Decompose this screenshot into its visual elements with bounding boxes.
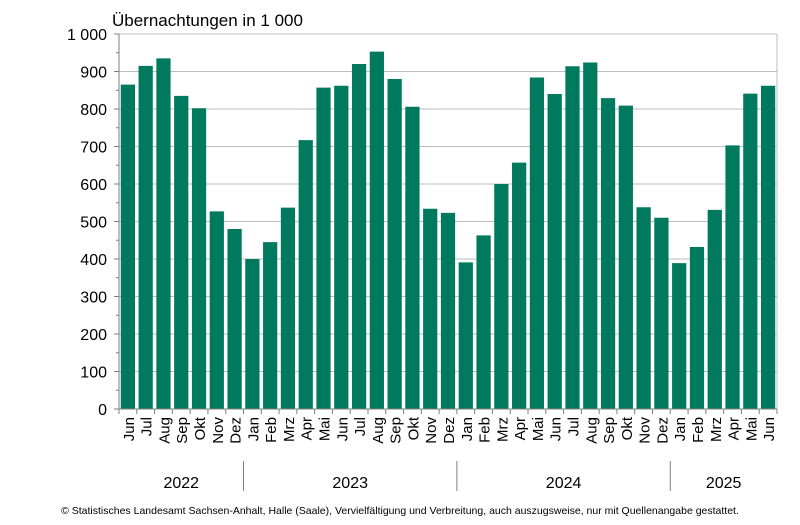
chart: Übernachtungen in 1 000 0 100 200 300 400 500… <box>67 11 778 492</box>
x-tick-label: Dez <box>654 417 671 444</box>
x-tick-label: Jul <box>565 417 582 436</box>
x-tick-label: Apr <box>512 417 529 440</box>
year-labels: 2022 2023 2024 2025 <box>163 461 742 492</box>
x-tick-label: Jan <box>245 417 262 441</box>
bar <box>707 209 722 409</box>
bar <box>565 66 580 409</box>
bar <box>672 263 687 409</box>
bar <box>423 208 438 409</box>
x-tick-label: Mrz <box>708 417 725 442</box>
x-tick-label: Jul <box>139 417 156 436</box>
x-axis: Jun Jul Aug Sep Okt Nov Dez Jan Feb Mrz Apr Mai Jun J… <box>118 408 778 444</box>
x-tick-label: Okt <box>192 416 209 440</box>
bar <box>351 64 367 409</box>
y-axis: 0 100 200 300 400 500 600 700 800 900 1 000 <box>67 27 120 419</box>
chart-title: Übernachtungen in 1 000 <box>112 11 303 30</box>
bar <box>512 162 527 409</box>
bar <box>280 207 296 409</box>
bar <box>227 229 242 409</box>
y-tick-label: 0 <box>98 402 107 419</box>
bar <box>476 235 491 409</box>
x-tick-label: Dez <box>441 417 458 444</box>
x-tick-label: Aug <box>583 417 600 444</box>
x-tick-label: Jan <box>672 417 689 441</box>
x-tick-label: Mrz <box>281 417 298 442</box>
y-tick-label: 700 <box>80 140 107 157</box>
y-tick-label: 600 <box>80 177 107 194</box>
y-tick-label: 800 <box>80 102 107 119</box>
y-tick-label: 900 <box>80 65 107 82</box>
x-tick-label: Okt <box>619 416 636 440</box>
x-tick-label: Jun <box>334 417 351 441</box>
x-tick-label: Sep <box>601 417 618 444</box>
year-label: 2025 <box>706 475 742 492</box>
bar <box>209 211 224 409</box>
bar <box>120 84 136 409</box>
y-tick-label: 500 <box>80 215 107 232</box>
x-tick-label: Jun <box>548 417 565 441</box>
bar <box>689 247 705 409</box>
bar <box>369 51 384 409</box>
bar <box>600 98 616 409</box>
x-tick-label: Nov <box>423 417 440 444</box>
x-tick-label: Aug <box>156 417 173 444</box>
bar <box>334 85 349 409</box>
copyright-footer: © Statistisches Landesamt Sachsen-Anhalt… <box>61 505 739 517</box>
y-tick-label: 100 <box>80 365 107 382</box>
bar <box>760 85 776 409</box>
x-tick-label: Mrz <box>494 417 511 442</box>
x-tick-label: Jul <box>352 417 369 436</box>
x-tick-label: Okt <box>405 416 422 440</box>
x-tick-label: Mai <box>743 417 760 441</box>
x-tick-label: Feb <box>690 417 707 443</box>
bar <box>583 62 598 409</box>
bar <box>298 140 313 409</box>
year-label: 2024 <box>546 475 582 492</box>
bar <box>316 87 331 409</box>
x-tick-label: Jun <box>121 417 138 441</box>
bar <box>458 262 473 409</box>
x-tick-label: Jan <box>459 417 476 441</box>
y-tick-label: 200 <box>80 327 107 344</box>
bar <box>725 145 740 409</box>
bars <box>120 51 776 409</box>
bar <box>405 106 420 409</box>
bar <box>743 93 758 409</box>
year-label: 2023 <box>332 475 368 492</box>
x-tick-label: Feb <box>477 417 494 443</box>
bar <box>191 108 207 409</box>
y-tick-label: 400 <box>80 252 107 269</box>
bar <box>138 65 153 409</box>
x-tick-label: Mai <box>530 417 547 441</box>
x-tick-label: Jun <box>761 417 778 441</box>
bar <box>494 184 509 409</box>
x-tick-label: Nov <box>637 417 654 444</box>
bar <box>636 207 651 409</box>
y-tick-label: 300 <box>80 290 107 307</box>
x-tick-label: Mai <box>317 417 334 441</box>
x-tick-label: Sep <box>174 417 191 444</box>
bar <box>156 58 171 409</box>
bar <box>245 259 260 409</box>
x-tick-label: Apr <box>299 417 316 440</box>
x-tick-label: Apr <box>726 417 743 440</box>
bar <box>263 242 278 409</box>
x-tick-label: Aug <box>370 417 387 444</box>
bar <box>618 105 633 409</box>
bar <box>547 94 562 409</box>
bar <box>440 212 456 409</box>
bar <box>529 77 545 409</box>
x-tick-label: Feb <box>263 417 280 443</box>
year-label: 2022 <box>163 475 199 492</box>
bar <box>387 79 402 409</box>
x-tick-label: Nov <box>210 417 227 444</box>
x-tick-label: Dez <box>228 417 245 444</box>
x-tick-label: Sep <box>388 417 405 444</box>
bar <box>654 217 669 409</box>
y-tick-label: 1 000 <box>67 27 107 44</box>
bar <box>174 95 189 409</box>
